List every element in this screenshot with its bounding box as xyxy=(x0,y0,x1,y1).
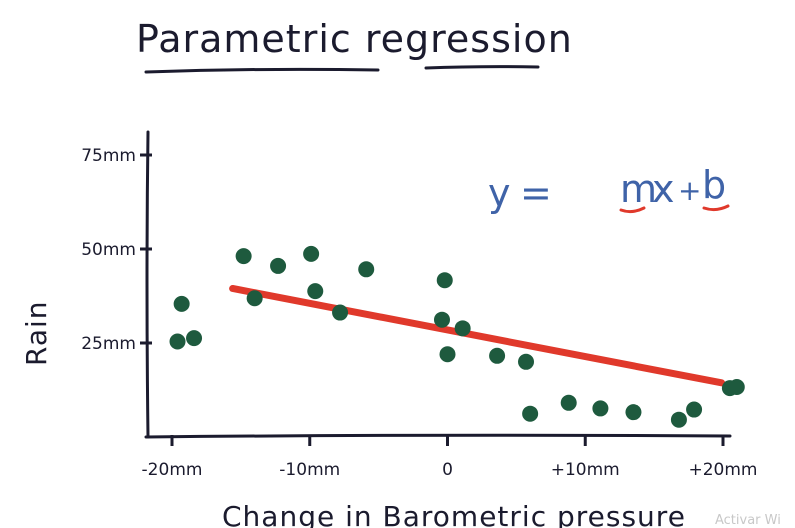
y-tick-label: 75mm xyxy=(81,146,136,166)
x-tick-label: 0 xyxy=(442,460,453,480)
data-point xyxy=(235,248,252,265)
equation-equals: = xyxy=(520,171,552,215)
data-point xyxy=(439,346,456,363)
equation-m: m xyxy=(620,167,657,211)
data-point xyxy=(560,394,577,411)
x-tick-label: -10mm xyxy=(279,460,340,480)
b-underline xyxy=(702,204,730,212)
equation-y: y xyxy=(488,171,511,215)
chart-title: Parametric regression xyxy=(136,17,573,61)
data-point xyxy=(307,283,324,300)
data-point xyxy=(670,411,687,428)
data-point xyxy=(169,333,186,350)
equation-x: x xyxy=(652,167,675,211)
title-underline xyxy=(144,67,380,74)
data-points xyxy=(169,245,745,428)
data-point xyxy=(358,261,375,278)
y-tick-label: 25mm xyxy=(81,334,136,354)
data-point xyxy=(332,304,349,321)
data-point xyxy=(625,404,642,421)
data-point xyxy=(686,401,703,418)
x-tick-label: +20mm xyxy=(689,460,758,480)
data-point xyxy=(270,257,287,274)
equation-plus: + xyxy=(678,174,701,207)
y-axis xyxy=(145,130,150,439)
x-axis xyxy=(144,433,732,439)
m-underline xyxy=(619,206,646,214)
x-ticks: -20mm -10mm 0 +10mm +20mm xyxy=(142,435,758,480)
data-point xyxy=(186,330,203,347)
data-point xyxy=(173,295,190,312)
equation: y = m x + b xyxy=(488,163,730,215)
x-tick-label: -20mm xyxy=(142,460,203,480)
data-point xyxy=(436,272,453,289)
x-tick-label: +10mm xyxy=(551,460,620,480)
y-tick-label: 50mm xyxy=(81,240,136,260)
data-point xyxy=(489,347,506,364)
data-point xyxy=(522,405,539,422)
data-point xyxy=(592,400,609,417)
regression-line xyxy=(229,284,726,387)
data-point xyxy=(246,290,263,307)
title-underline-2 xyxy=(424,65,540,70)
data-point xyxy=(721,380,738,397)
data-point xyxy=(454,320,471,337)
y-ticks: 25mm 50mm 75mm xyxy=(81,146,152,354)
data-point xyxy=(303,245,320,262)
y-axis-title: Rain xyxy=(20,300,53,366)
data-point xyxy=(518,353,535,370)
equation-b: b xyxy=(702,163,726,207)
x-axis-title: Change in Barometric pressure xyxy=(222,500,686,528)
data-point xyxy=(433,311,450,328)
watermark: Activar Wi xyxy=(715,513,781,528)
